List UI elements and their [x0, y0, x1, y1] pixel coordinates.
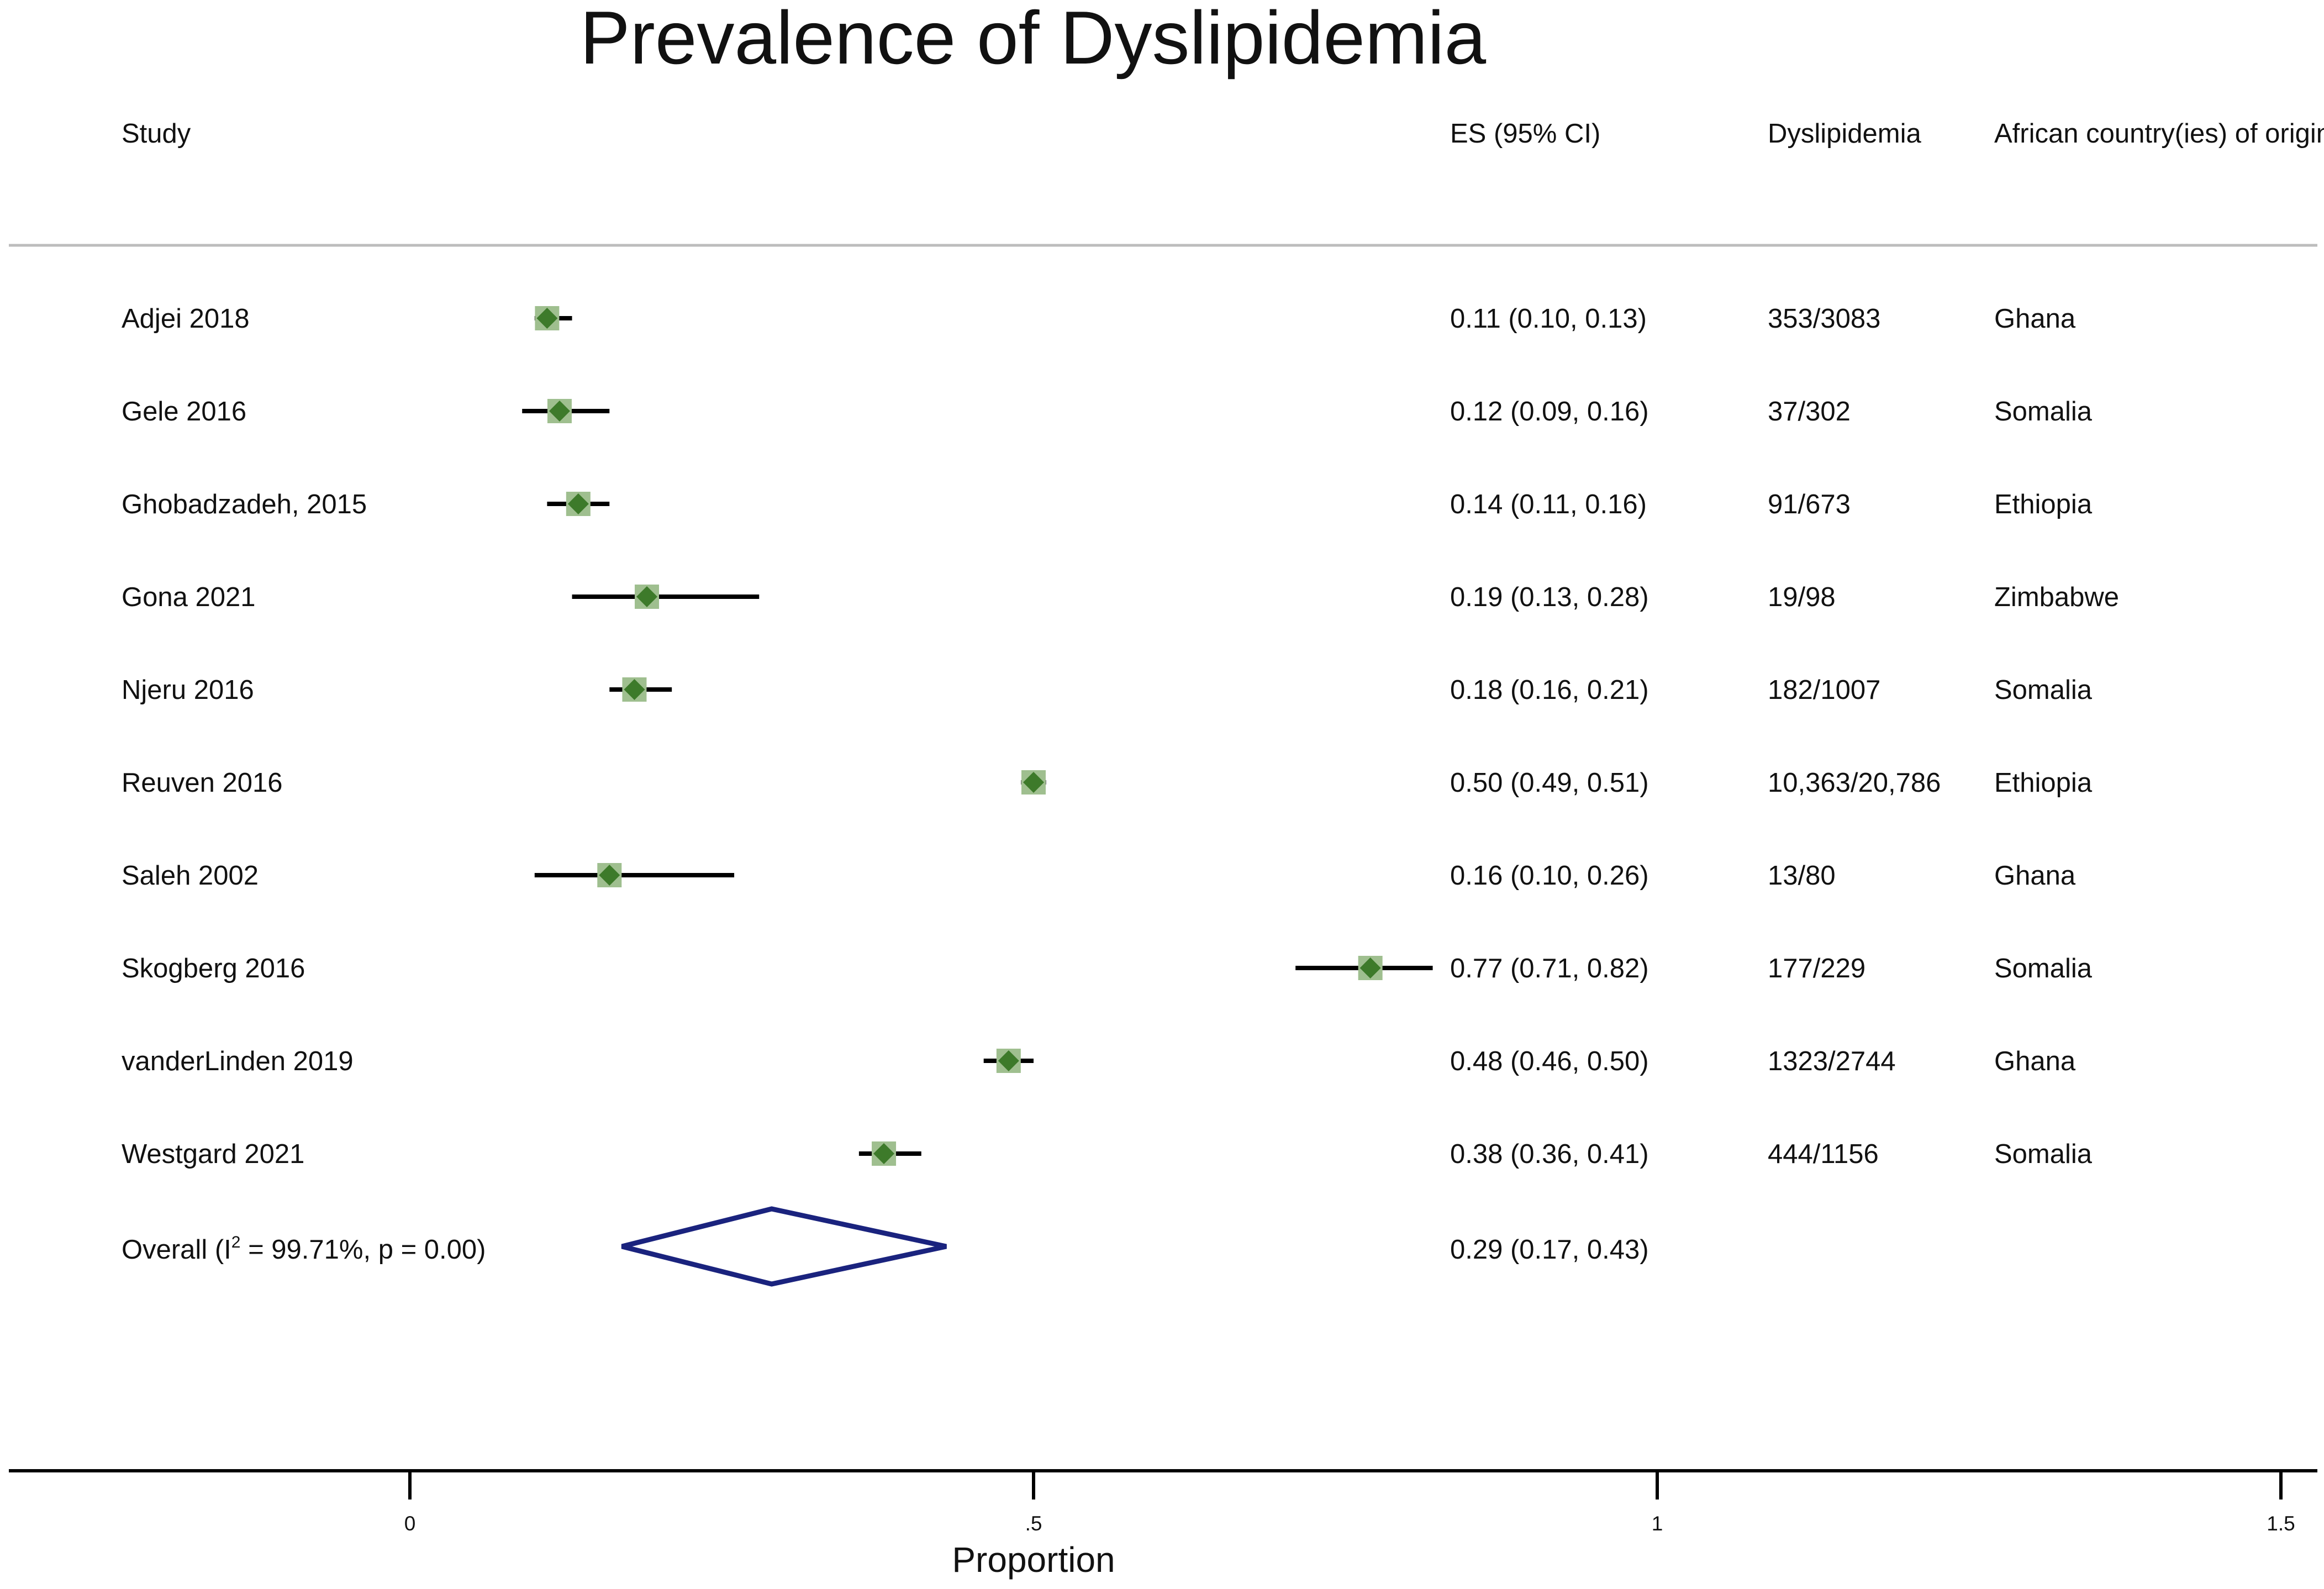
study-row: Saleh 2002 0.16 (0.10, 0.26) 13/80 Ghana — [122, 861, 2076, 891]
x-tick-label: 1 — [1652, 1512, 1663, 1535]
study-es: 0.50 (0.49, 0.51) — [1450, 768, 1649, 798]
study-name: Adjei 2018 — [122, 304, 250, 334]
study-mark — [983, 1049, 1034, 1073]
study-country: Ethiopia — [1994, 490, 2093, 519]
study-es: 0.12 (0.09, 0.16) — [1450, 397, 1649, 427]
study-row: Westgard 2021 0.38 (0.36, 0.41) 444/1156 So… — [122, 1139, 2093, 1169]
study-country: Ghana — [1994, 1046, 2076, 1076]
study-es: 0.38 (0.36, 0.41) — [1450, 1139, 1649, 1169]
study-cases: 1323/2744 — [1768, 1046, 1896, 1076]
study-name: Westgard 2021 — [122, 1139, 304, 1169]
overall-label-sup: 2 — [231, 1233, 241, 1251]
study-es: 0.77 (0.71, 0.82) — [1450, 954, 1649, 983]
study-marks — [522, 306, 1433, 1166]
study-es: 0.19 (0.13, 0.28) — [1450, 582, 1649, 612]
study-rows: Adjei 2018 0.11 (0.10, 0.13) 353/3083 Ghana… — [122, 304, 2119, 1169]
study-cases: 10,363/20,786 — [1768, 768, 1941, 798]
study-name: vanderLinden 2019 — [122, 1046, 354, 1076]
point-estimate — [636, 586, 658, 607]
point-estimate — [567, 493, 589, 514]
study-name: Ghobadzadeh, 2015 — [122, 490, 367, 519]
x-tick-label: .5 — [1025, 1512, 1042, 1535]
study-cases: 182/1007 — [1768, 675, 1880, 705]
study-es: 0.16 (0.10, 0.26) — [1450, 861, 1649, 891]
study-mark — [858, 1141, 921, 1166]
study-es: 0.48 (0.46, 0.50) — [1450, 1046, 1649, 1076]
study-name: Gona 2021 — [122, 582, 256, 612]
overall-row: Overall (I2 = 99.71%, p = 0.00) 0.29 (0.… — [122, 1206, 1649, 1287]
study-row: Ghobadzadeh, 2015 0.14 (0.11, 0.16) 91/673… — [122, 490, 2093, 519]
study-cases: 444/1156 — [1768, 1139, 1879, 1169]
study-name: Njeru 2016 — [122, 675, 254, 705]
study-country: Somalia — [1994, 397, 2093, 427]
study-cases: 37/302 — [1768, 397, 1851, 427]
x-axis: 0 .5 1 1.5 Proportion — [9, 1469, 2317, 1580]
study-row: vanderLinden 2019 0.48 (0.46, 0.50) 1323/2… — [122, 1046, 2076, 1076]
x-tick-label: 1.5 — [2267, 1512, 2295, 1535]
study-es: 0.11 (0.10, 0.13) — [1450, 304, 1647, 334]
study-country: Ghana — [1994, 304, 2076, 334]
point-estimate — [1023, 772, 1044, 793]
study-row: Adjei 2018 0.11 (0.10, 0.13) 353/3083 Ghana — [122, 304, 2076, 334]
study-name: Saleh 2002 — [122, 861, 259, 891]
point-estimate — [624, 679, 645, 700]
study-es: 0.14 (0.11, 0.16) — [1450, 490, 1647, 519]
study-es: 0.18 (0.16, 0.21) — [1450, 675, 1649, 705]
point-estimate — [549, 401, 570, 422]
study-country: Zimbabwe — [1994, 582, 2119, 612]
study-mark — [572, 585, 760, 609]
point-estimate — [873, 1143, 895, 1164]
study-cases: 13/80 — [1768, 861, 1836, 891]
study-mark — [534, 863, 735, 887]
study-mark — [547, 492, 610, 516]
overall-diamond — [621, 1206, 947, 1287]
header-study: Study — [122, 119, 191, 149]
study-row: Gele 2016 0.12 (0.09, 0.16) 37/302 Somalia — [122, 397, 2093, 427]
overall-es: 0.29 (0.17, 0.43) — [1450, 1235, 1649, 1265]
study-mark — [522, 399, 610, 423]
chart-title: Prevalence of Dyslipidemia — [580, 0, 1487, 80]
point-estimate — [998, 1050, 1019, 1071]
study-name: Skogberg 2016 — [122, 954, 305, 983]
header-country: African country(ies) of origin — [1994, 119, 2324, 149]
study-row: Reuven 2016 0.50 (0.49, 0.51) 10,363/20,78… — [122, 768, 2093, 798]
study-cases: 91/673 — [1768, 490, 1851, 519]
study-country: Ethiopia — [1994, 768, 2093, 798]
study-row: Njeru 2016 0.18 (0.16, 0.21) 182/1007 Somal… — [122, 675, 2093, 705]
overall-label: Overall (I2 = 99.71%, p = 0.00) — [122, 1233, 486, 1265]
x-axis-label: Proportion — [952, 1540, 1115, 1580]
study-row: Skogberg 2016 0.77 (0.71, 0.82) 177/229 Som… — [122, 954, 2093, 983]
study-cases: 19/98 — [1768, 582, 1836, 612]
x-tick-label: 0 — [404, 1512, 416, 1535]
study-country: Ghana — [1994, 861, 2076, 891]
study-mark — [534, 306, 572, 330]
point-estimate — [536, 308, 558, 329]
study-name: Reuven 2016 — [122, 768, 283, 798]
study-name: Gele 2016 — [122, 397, 246, 427]
x-axis-ticks: 0 .5 1 1.5 — [404, 1471, 2295, 1535]
point-estimate — [1359, 957, 1381, 978]
study-country: Somalia — [1994, 954, 2093, 983]
study-cases: 353/3083 — [1768, 304, 1880, 334]
header-dyslipidemia: Dyslipidemia — [1768, 119, 1922, 149]
study-country: Somalia — [1994, 675, 2093, 705]
study-mark — [609, 677, 672, 702]
study-cases: 177/229 — [1768, 954, 1865, 983]
overall-label-prefix: Overall (I — [122, 1235, 231, 1265]
study-mark — [1295, 956, 1433, 980]
overall-label-suffix: = 99.71%, p = 0.00) — [240, 1235, 486, 1265]
study-row: Gona 2021 0.19 (0.13, 0.28) 19/98 Zimbabwe — [122, 582, 2119, 612]
header-es: ES (95% CI) — [1450, 119, 1600, 149]
point-estimate — [599, 865, 620, 886]
study-mark — [1021, 770, 1046, 795]
study-country: Somalia — [1994, 1139, 2093, 1169]
